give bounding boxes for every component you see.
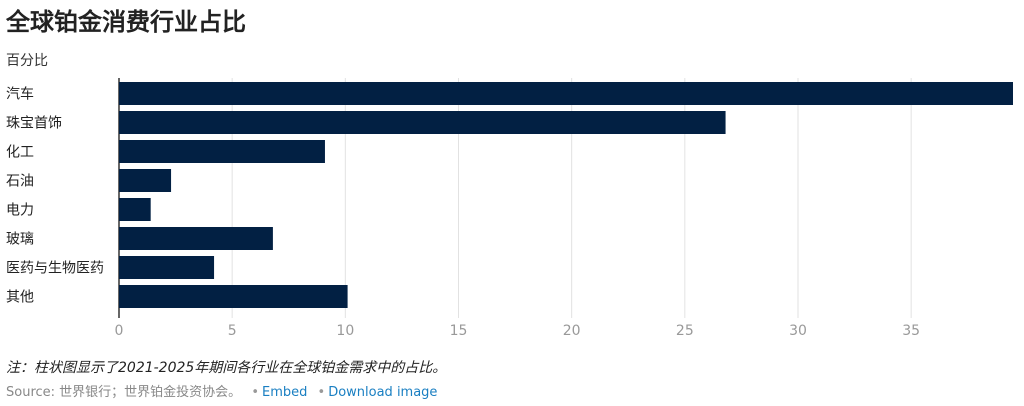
download-image-link[interactable]: Download image xyxy=(328,385,438,400)
chart-note: 注：柱状图显示了2021-2025年期间各行业在全球铂金需求中的占比。 xyxy=(6,360,447,376)
separator-dot: • xyxy=(251,385,259,400)
x-tick-label: 30 xyxy=(789,323,807,339)
category-label: 玻璃 xyxy=(6,231,34,248)
chart-footer: Source: 世界银行；世界铂金投资协会。 • Embed • Download … xyxy=(6,384,437,402)
bar xyxy=(119,140,325,163)
x-tick-label: 0 xyxy=(115,323,124,339)
bar xyxy=(119,256,215,279)
category-label: 汽车 xyxy=(6,86,34,103)
bar xyxy=(119,198,151,221)
x-tick-label: 25 xyxy=(676,323,694,339)
x-axis-ticks: 0 5 10 15 20 25 30 35 xyxy=(115,323,921,339)
embed-link[interactable]: Embed xyxy=(261,385,308,400)
bar xyxy=(119,285,348,308)
source-text: Source: 世界银行；世界铂金投资协会。 xyxy=(6,385,242,400)
bars xyxy=(119,82,1013,308)
bar xyxy=(119,82,1013,105)
bar xyxy=(119,111,726,134)
category-label: 石油 xyxy=(6,174,34,190)
separator-dot: • xyxy=(317,385,326,400)
bar xyxy=(119,227,273,250)
category-label: 化工 xyxy=(6,145,34,161)
x-tick-label: 15 xyxy=(450,323,468,339)
chart-title: 全球铂金消费行业占比 xyxy=(6,8,246,36)
x-tick-label: 20 xyxy=(563,323,581,339)
bar xyxy=(119,169,172,192)
category-label: 其他 xyxy=(6,290,34,306)
category-label: 医药与生物医药 xyxy=(6,261,104,277)
category-label: 电力 xyxy=(6,203,34,219)
x-tick-label: 35 xyxy=(902,323,920,339)
category-label: 珠宝首饰 xyxy=(6,116,62,132)
x-tick-label: 5 xyxy=(228,323,237,339)
chart-subtitle: 百分比 xyxy=(6,53,48,69)
x-tick-label: 10 xyxy=(336,323,354,339)
